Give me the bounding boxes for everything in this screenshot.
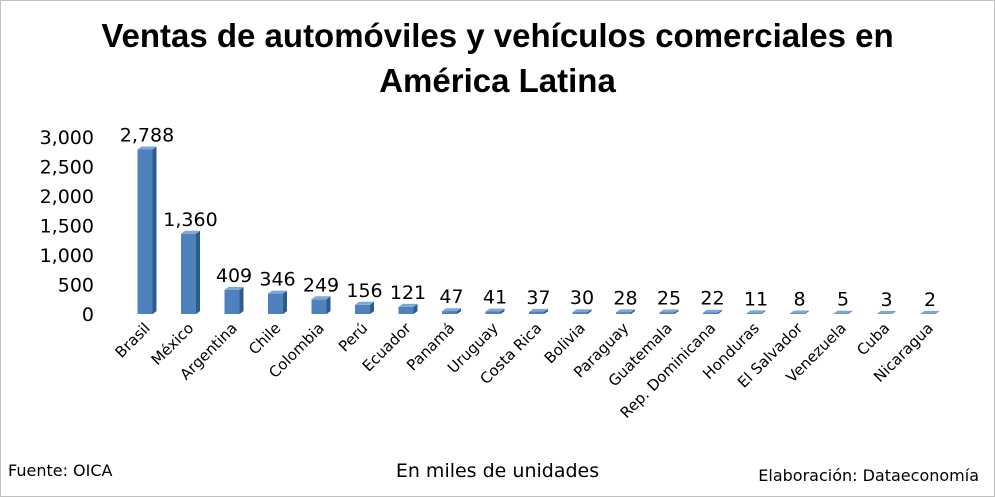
data-label: 37 [526, 287, 550, 309]
bar [311, 296, 331, 314]
bar [703, 309, 722, 314]
data-label: 346 [259, 269, 295, 291]
data-label: 11 [744, 288, 768, 310]
y-tick-label: 2,000 [40, 186, 94, 208]
data-label: 25 [657, 288, 681, 310]
bar [442, 308, 461, 314]
bar [920, 310, 940, 314]
bar [616, 309, 635, 314]
data-label: 22 [700, 288, 724, 310]
chart-title-line-1: Ventas de automóviles y vehículos comerc… [101, 17, 894, 54]
data-label: 5 [837, 289, 849, 311]
y-tick-label: 1,500 [40, 216, 94, 238]
bar [659, 309, 679, 314]
category-label: Perú [335, 319, 371, 355]
category-label: Chile [245, 319, 284, 358]
y-tick-label: 1,000 [40, 245, 94, 267]
data-label: 2,788 [120, 125, 174, 147]
bar [398, 303, 418, 314]
data-label: 409 [216, 265, 252, 287]
bar [485, 308, 505, 314]
bar [572, 309, 592, 314]
source-note: Fuente: OICA [8, 461, 113, 480]
data-label: 30 [570, 287, 594, 309]
data-label: 41 [483, 287, 507, 309]
data-label: 249 [303, 274, 339, 296]
credit-note: Elaboración: Dataeconomía [758, 466, 979, 485]
bar [224, 286, 244, 314]
y-tick-label: 500 [58, 275, 94, 297]
y-axis: 0 500 1,000 1,500 2,000 2,500 3,000 [40, 127, 94, 326]
category-label: Cuba [853, 319, 893, 359]
data-label: 1,360 [163, 209, 217, 231]
bars [137, 146, 940, 314]
data-label: 156 [346, 280, 382, 302]
y-tick-label: 2,500 [40, 157, 94, 179]
x-axis-label: En miles de unidades [395, 460, 600, 482]
data-label: 8 [793, 289, 805, 311]
data-label: 47 [439, 286, 463, 308]
bar [181, 230, 200, 314]
bar [529, 308, 548, 314]
y-tick-label: 0 [82, 304, 94, 326]
data-label: 28 [613, 287, 637, 309]
bar [268, 290, 287, 314]
bar [137, 146, 157, 314]
bar-chart: 0 500 1,000 1,500 2,000 2,500 3,000 2,788 1,360… [40, 125, 940, 422]
data-label: 121 [390, 282, 426, 304]
bar [790, 310, 809, 314]
data-label: 3 [880, 289, 892, 311]
bar [833, 310, 853, 314]
y-tick-label: 3,000 [40, 127, 94, 149]
bar [746, 310, 766, 314]
chart-title-line-2: América Latina [379, 62, 616, 99]
bar [355, 301, 374, 314]
data-label: 2 [924, 289, 936, 311]
bar [877, 310, 896, 314]
